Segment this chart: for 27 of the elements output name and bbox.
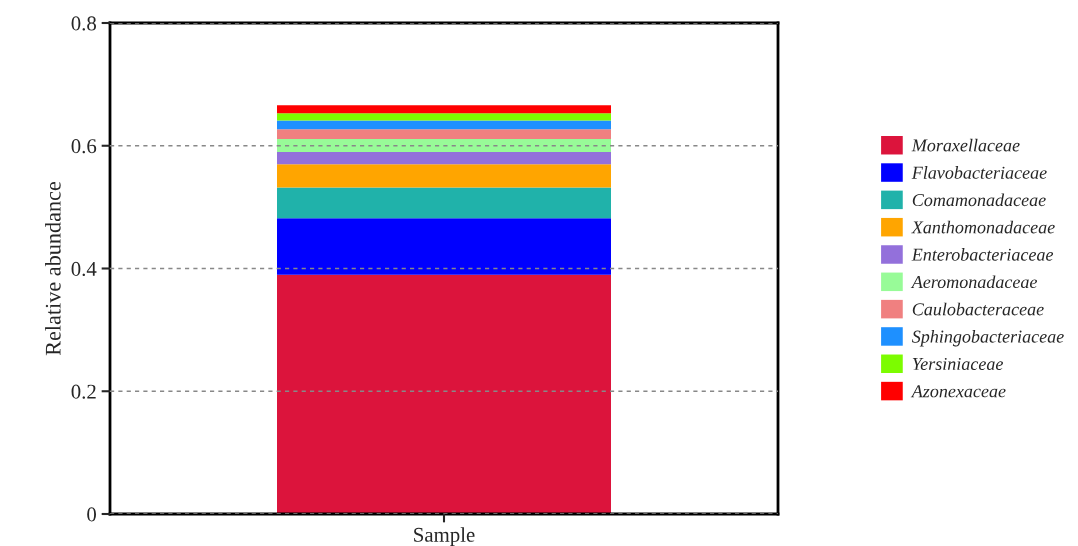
legend-label: Azonexaceae (910, 385, 1006, 398)
legend-label: Flavobacteriaceae (911, 166, 1047, 179)
y-tick-label: 0.2 (71, 384, 96, 399)
legend-label: Xanthomonadaceae (911, 220, 1055, 234)
x-tick-label: Sample (414, 527, 475, 546)
bar (277, 274, 611, 514)
legend-label: Caulobacteraceae (912, 302, 1044, 316)
bar (277, 120, 611, 130)
bar (277, 164, 611, 188)
legend-label: Enterobacteriaceae (911, 248, 1054, 261)
legend-label: Aeromonadaceae (910, 275, 1038, 289)
y-tick-label: 0.6 (71, 139, 97, 154)
bar (277, 139, 611, 152)
bar (277, 129, 611, 139)
y-tick-label: 0.4 (71, 261, 97, 277)
legend-label: Yersiniaceae (912, 357, 1003, 371)
bar (277, 113, 611, 121)
bar (277, 187, 611, 219)
bar (277, 151, 611, 165)
y-tick-label: 0 (87, 507, 97, 522)
legend-label: Sphingobacteriaceae (912, 330, 1064, 347)
legend-label: Comamonadaceae (912, 193, 1046, 207)
y-axis-title: Relative abundance (45, 181, 61, 356)
y-tick-label: 0.8 (71, 16, 97, 31)
bar (277, 218, 611, 275)
bar (277, 105, 611, 114)
legend-label: Moraxellaceae (911, 138, 1020, 152)
